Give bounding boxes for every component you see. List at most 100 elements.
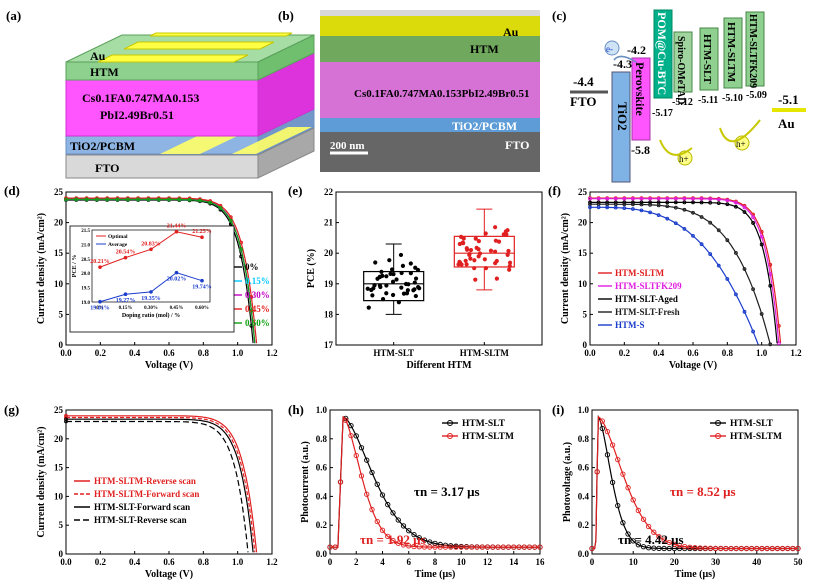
panel-b: (b) Au HTM Cs0.1FA0.747MA0.153PbI2.49Br0… [278,8,540,172]
data-point [228,215,233,220]
data-point [742,309,747,314]
inset-x-tick-label: 0.15% [119,306,133,311]
x-tick-label: 12 [483,557,493,567]
chart-e: (e) HTM-SLT HTM-SLTM 17 18 19 20 21 22 Different … [288,183,543,371]
inset-x-tick-label: 0.30% [144,306,158,311]
inset-y-tick-label: 21.0 [81,243,90,248]
data-point [369,287,374,293]
data-point [605,205,610,210]
data-point [656,533,662,540]
series-line-HTM-SLTM [330,415,540,548]
chart-h: (h) 0 2 4 6 8 10 12 14 16 0.0 0.2 0.4 0.6 0.8 1.0 Time (… [288,402,545,580]
data-point [656,203,661,208]
x-tick-label: 1.2 [790,348,802,358]
data-point [472,258,477,263]
data-point [496,239,502,244]
legend-label: HTM-SLT-Reverse scan [94,515,187,525]
inset-data-point [123,255,128,260]
data-point [395,517,401,523]
legend-label: HTM-SLT-Fresh [615,307,680,317]
sem-htm-label: HTM [470,42,499,56]
sem-tio2-region [320,118,540,132]
sem-htm-region [320,36,540,62]
fto-value: -4.4 [573,74,594,89]
data-point [666,539,672,546]
data-point [699,196,704,201]
y-tick-label: 10 [54,279,64,289]
perovskite-top-value: -4.2 [627,43,646,57]
data-point [494,276,499,281]
y-tick-label: 21 [324,218,334,228]
sem-perovskite-label: Cs0.1FA0.747MA0.153PbI2.49Br0.51 [354,88,529,100]
data-point [456,262,461,267]
y-tick-label: 0 [583,340,588,350]
x-tick-label: 0.4 [129,348,141,358]
data-point [620,471,626,477]
legend-label: 0.60% [245,318,270,328]
legend-marker [447,420,453,426]
data-point [353,433,359,439]
data-point [615,456,621,463]
inset-data-label: 19.74% [192,285,212,291]
legend-label: HTM-SLTM [730,432,782,442]
x-tick-label: 0.0 [60,557,72,567]
sem-au-label: Au [503,25,519,39]
data-point [716,197,721,202]
data-point [398,252,404,258]
data-point [605,196,610,201]
data-point [751,215,755,220]
inset-data-label: 20.83% [141,241,161,247]
fto-label: FTO [95,161,119,175]
fto-name: FTO [570,94,597,109]
data-point [377,283,383,288]
data-point [408,261,413,266]
series-line-HTM-SLTM-Forward scan [66,416,256,553]
inset-x-tick-label: 0.45% [170,306,184,311]
y-tick-label: 5 [583,309,588,319]
data-point [364,491,370,497]
data-point [374,481,380,487]
chart-i: (i) 0 10 20 30 40 50 0.0 0.2 0.4 0.6 0.8 1.0 Time (μs… [552,402,803,580]
au-strip-2 [123,41,275,50]
data-point [459,262,464,267]
data-point [380,297,386,302]
x-tick-label: 0.2 [95,557,107,567]
data-point [646,523,652,530]
data-point [691,233,695,238]
x-axis-label: Voltage (V) [145,360,193,371]
y-tick-label: 0.4 [578,491,590,501]
data-point [505,252,510,258]
chart-g: (g) 0.0 0.2 0.4 0.6 0.8 1.0 1.2 0 5 10 15 20 25 Voltag… [4,402,278,580]
data-point [406,528,412,534]
x-axis-label: Time (μs) [675,569,716,580]
data-point [403,281,409,287]
x-axis-label: Voltage (V) [145,569,193,580]
data-point [734,292,738,297]
au-label: Au [90,49,106,63]
au-strip-3 [149,32,293,37]
inset-data-point [200,235,204,239]
htm-slt-block [699,27,719,91]
data-point [411,532,417,538]
annotation: τn = 8.52 μs [670,484,736,499]
data-point [648,196,652,201]
y-tick-label: 18 [324,309,334,319]
data-point [682,227,687,231]
y-tick-label: 15 [54,248,64,258]
au-value: -5.1 [778,92,799,107]
y-tick-label: 19 [324,279,334,289]
data-point [177,197,182,202]
legend-marker [715,420,721,426]
y-axis-label: Current density (mA/cm²) [560,213,571,324]
x-tick-label: 10 [457,557,467,567]
inset-y-tick-label: 20.0 [81,272,90,277]
data-point [416,535,422,541]
data-point [716,228,721,233]
data-point [413,293,418,299]
inset-y-axis-label: PCE / % [72,255,78,278]
data-point [384,274,389,279]
hole-label-1: h+ [679,154,689,164]
data-point [656,196,661,201]
electron-arrow [613,55,637,63]
data-point [682,207,687,212]
